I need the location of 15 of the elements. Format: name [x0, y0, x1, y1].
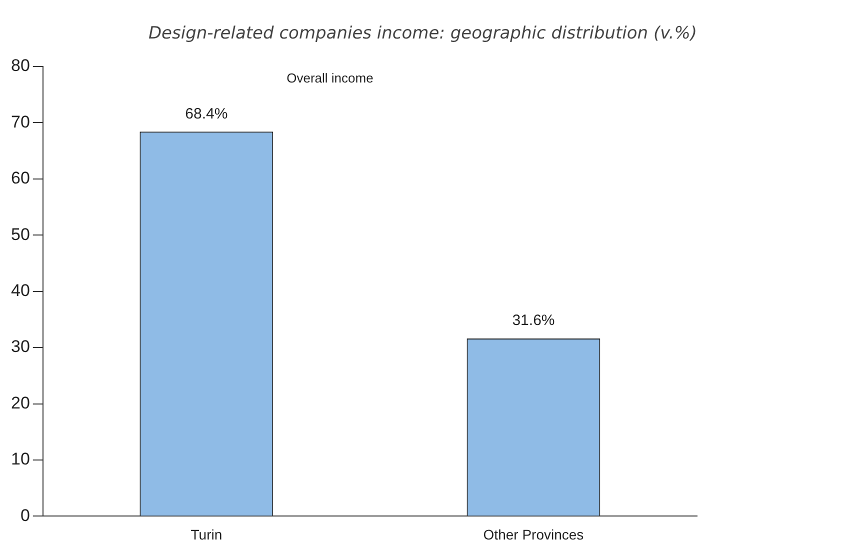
y-tick-label: 70 — [10, 112, 30, 132]
x-tick-label: Other Provinces — [483, 526, 584, 542]
data-label: 68.4% — [185, 105, 228, 122]
y-tick-label: 0 — [20, 506, 30, 525]
y-tick-label: 30 — [10, 337, 30, 356]
x-tick-label: Turin — [190, 526, 222, 542]
annotation: Overall income — [286, 70, 374, 86]
data-label: 31.6% — [512, 312, 555, 330]
y-tick-label: 60 — [10, 168, 30, 188]
y-tick-label: 50 — [10, 224, 30, 244]
y-tick-label: 80 — [10, 56, 30, 76]
chart-title: Design-related companies income: geographic distribution (v.%) — [148, 24, 697, 44]
y-tick-label: 10 — [10, 450, 30, 469]
y-tick-label: 20 — [10, 393, 30, 412]
y-tick-label: 40 — [10, 280, 30, 300]
